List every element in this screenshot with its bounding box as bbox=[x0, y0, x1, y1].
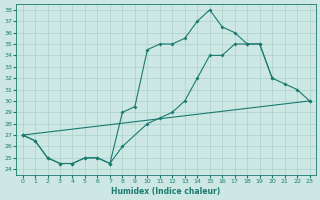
X-axis label: Humidex (Indice chaleur): Humidex (Indice chaleur) bbox=[111, 187, 221, 196]
